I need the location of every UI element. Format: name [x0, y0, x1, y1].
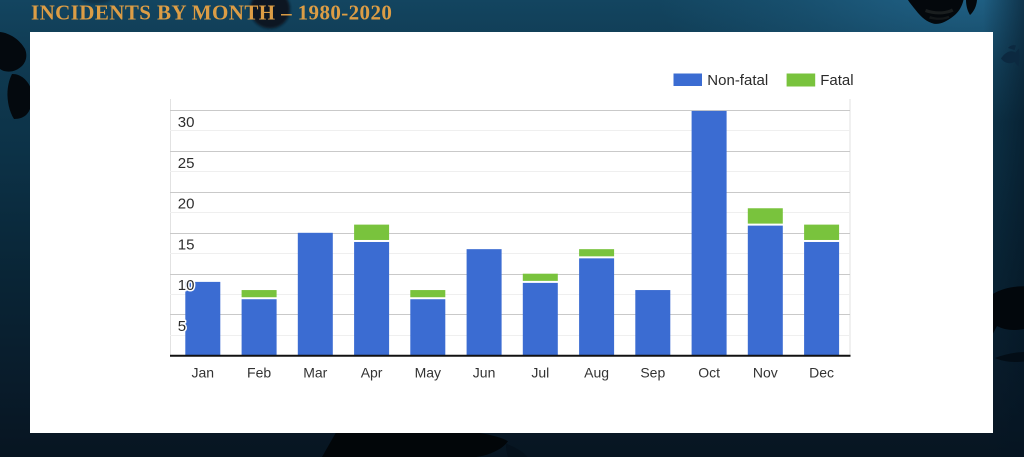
svg-text:Oct: Oct [698, 365, 720, 381]
svg-text:10: 10 [178, 277, 195, 294]
svg-text:Mar: Mar [303, 365, 327, 381]
svg-text:Dec: Dec [809, 365, 834, 381]
svg-text:Jan: Jan [192, 365, 215, 381]
svg-text:20: 20 [178, 196, 195, 213]
svg-text:Feb: Feb [247, 365, 271, 381]
svg-text:Jul: Jul [531, 365, 549, 381]
svg-text:Non-fatal: Non-fatal [707, 72, 768, 89]
svg-text:5: 5 [178, 318, 186, 335]
svg-text:Aug: Aug [584, 365, 609, 381]
svg-text:Apr: Apr [361, 365, 383, 381]
svg-text:Sep: Sep [640, 365, 665, 381]
svg-text:Jun: Jun [473, 365, 496, 381]
svg-text:15: 15 [178, 236, 195, 253]
svg-text:Nov: Nov [753, 365, 778, 381]
svg-text:May: May [415, 365, 441, 381]
svg-text:25: 25 [178, 155, 195, 172]
svg-text:INCIDENTS BY MONTH – 1980-2020: INCIDENTS BY MONTH – 1980-2020 [31, 1, 392, 25]
svg-text:Fatal: Fatal [820, 72, 853, 89]
svg-text:30: 30 [178, 114, 195, 131]
